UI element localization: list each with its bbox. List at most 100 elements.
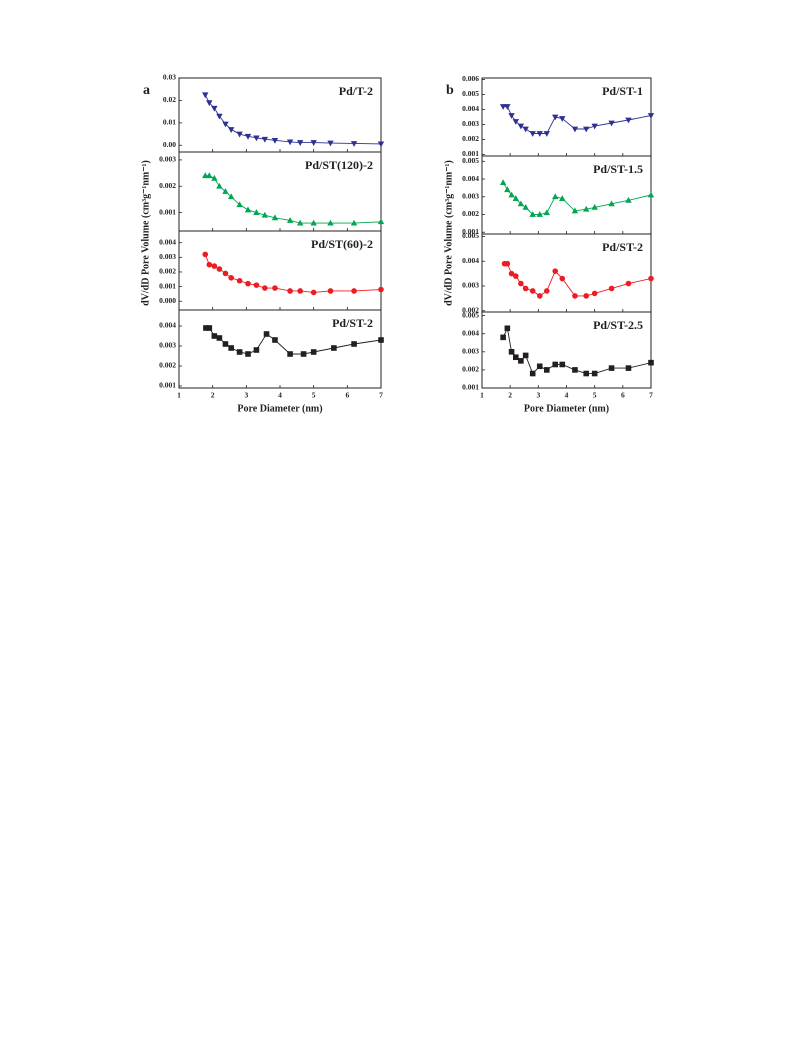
marker [378, 337, 384, 343]
marker [377, 141, 385, 148]
y-tick-label: 0.005 [462, 310, 479, 319]
marker [203, 325, 209, 331]
marker [262, 285, 268, 291]
marker [261, 211, 269, 218]
marker [559, 116, 566, 122]
marker [228, 275, 234, 281]
y-tick-label: 0.001 [159, 207, 176, 216]
marker [222, 341, 229, 347]
marker [211, 333, 218, 339]
marker [286, 139, 294, 146]
marker [559, 275, 566, 282]
marker [522, 352, 529, 359]
y-tick-label: 0.004 [462, 174, 479, 183]
marker [522, 126, 529, 133]
x-tick-label: 7 [379, 391, 383, 400]
y-tick-label: 0.005 [462, 89, 479, 98]
marker [591, 204, 598, 210]
marker [351, 288, 357, 294]
marker [300, 351, 307, 357]
marker [552, 193, 559, 200]
y-tick-label: 0.004 [462, 328, 479, 337]
x-tick-label: 3 [536, 391, 540, 400]
marker [518, 358, 524, 364]
y-tick-label: 0.001 [159, 381, 176, 390]
y-tick-label: 0.002 [462, 305, 479, 314]
marker [236, 277, 243, 284]
marker [625, 117, 632, 124]
panel-label: b [446, 83, 454, 98]
panel-title: Pd/ST-2 [332, 316, 373, 330]
x-tick-label: 5 [593, 391, 597, 400]
marker [591, 290, 598, 297]
marker [327, 140, 334, 147]
marker [500, 334, 506, 341]
marker [591, 370, 598, 377]
marker [559, 195, 566, 201]
marker [504, 104, 511, 110]
marker [529, 370, 536, 377]
panel-title: Pd/ST(120)-2 [305, 158, 373, 172]
marker [508, 349, 515, 355]
marker [206, 172, 213, 179]
y-axis-label: dV/dD Pore Volume (cm³g⁻¹nm⁻¹) [443, 160, 454, 306]
marker [222, 121, 229, 128]
y-tick-label: 0.003 [462, 119, 479, 128]
marker [222, 188, 229, 194]
y-tick-label: 0.002 [159, 361, 176, 370]
y-tick-label: 0.01 [163, 118, 176, 127]
marker [222, 270, 229, 277]
x-tick-label: 4 [565, 391, 569, 400]
marker [499, 179, 507, 185]
panel-title: Pd/ST-1 [602, 84, 643, 98]
marker [206, 261, 213, 268]
marker [206, 100, 213, 107]
marker [608, 120, 615, 127]
marker [504, 325, 511, 332]
marker [583, 293, 590, 299]
marker [297, 288, 304, 294]
marker [648, 359, 654, 366]
marker [263, 331, 270, 337]
marker [529, 211, 536, 217]
marker [253, 282, 260, 288]
y-tick-label: 0.004 [462, 104, 479, 113]
marker [216, 266, 223, 272]
marker [228, 345, 234, 351]
y-tick-label: 0.005 [462, 156, 479, 165]
marker [608, 285, 615, 292]
marker [648, 275, 654, 282]
marker [529, 288, 536, 294]
y-tick-label: 0.001 [462, 227, 479, 236]
marker [625, 365, 632, 371]
y-tick-label: 0.002 [462, 134, 479, 143]
marker [310, 349, 317, 355]
marker [504, 186, 511, 193]
marker [206, 325, 213, 331]
marker [504, 260, 511, 267]
marker [522, 285, 529, 292]
marker [529, 131, 536, 137]
marker [351, 341, 357, 347]
marker [583, 370, 590, 377]
y-tick-label: 0.003 [159, 155, 176, 164]
marker [552, 361, 559, 368]
x-tick-label: 1 [480, 391, 484, 400]
y-tick-label: 0.001 [462, 149, 479, 158]
panel-title: Pd/ST-2 [602, 240, 643, 254]
marker [216, 182, 223, 189]
marker [536, 131, 543, 137]
y-tick-label: 0.001 [159, 281, 176, 290]
marker [512, 195, 519, 201]
marker [297, 219, 304, 226]
marker [647, 113, 655, 119]
marker [543, 288, 550, 294]
y-tick-label: 0.004 [159, 321, 176, 330]
x-axis-label: Pore Diameter (nm) [237, 403, 322, 414]
x-axis-label: Pore Diameter (nm) [524, 403, 609, 414]
marker [297, 140, 304, 146]
x-tick-label: 7 [649, 391, 653, 400]
marker [536, 363, 543, 370]
marker [271, 137, 279, 144]
marker [499, 104, 507, 110]
